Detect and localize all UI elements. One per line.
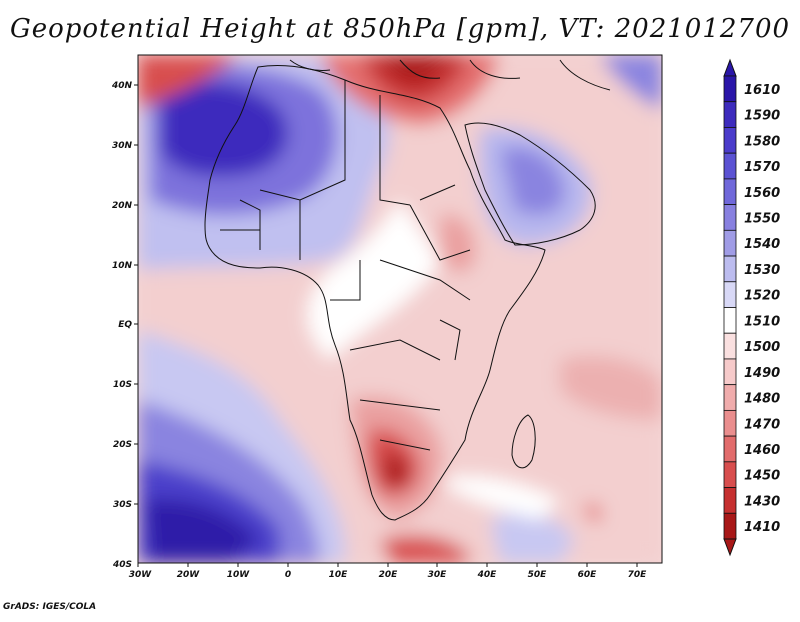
colorbar-label: 1450 bbox=[744, 469, 780, 484]
map-title: Geopotential Height at 850hPa [gpm], VT:… bbox=[9, 14, 791, 44]
lon-label: 20W bbox=[177, 570, 201, 580]
lat-label: 30S bbox=[113, 500, 132, 510]
colorbar-label: 1480 bbox=[744, 392, 780, 407]
colorbar-swatch bbox=[723, 307, 737, 334]
lon-label: 0 bbox=[285, 570, 291, 580]
colorbar-swatch bbox=[723, 101, 737, 128]
colorbar-label: 1580 bbox=[744, 134, 780, 149]
coastlines bbox=[204, 59, 611, 521]
colorbar: 1610 1590 1580 1570 1560 1550 1540 1530 1520 1510… bbox=[723, 58, 780, 557]
colorbar-label: 1550 bbox=[744, 211, 780, 226]
colorbar-label: 1540 bbox=[744, 237, 780, 252]
colorbar-swatch bbox=[723, 281, 737, 308]
colorbar-label: 1430 bbox=[744, 494, 780, 509]
lon-label: 10W bbox=[227, 570, 251, 580]
colorbar-label: 1590 bbox=[744, 109, 780, 124]
colorbar-swatch bbox=[723, 358, 737, 386]
colorbar-top-arrow bbox=[723, 58, 737, 77]
colorbar-bottom-arrow bbox=[723, 538, 737, 557]
lon-label: 20E bbox=[379, 570, 399, 580]
colorbar-swatch bbox=[723, 152, 737, 180]
geopotential-field bbox=[138, 55, 662, 563]
colorbar-swatch bbox=[723, 332, 737, 360]
colorbar-label: 1410 bbox=[744, 520, 780, 535]
colorbar-label: 1490 bbox=[744, 366, 780, 381]
lon-label: 30E bbox=[428, 570, 448, 580]
lon-label: 30W bbox=[129, 570, 153, 580]
colorbar-swatch bbox=[723, 384, 737, 411]
colorbar-swatch bbox=[723, 178, 737, 206]
colorbar-label: 1510 bbox=[744, 314, 780, 329]
lon-label: 70E bbox=[628, 570, 648, 580]
colorbar-label: 1560 bbox=[744, 186, 780, 201]
colorbar-swatch bbox=[723, 435, 737, 463]
footer-credit: GrADS: IGES/COLA bbox=[3, 602, 97, 612]
lat-label: EQ bbox=[118, 320, 132, 330]
colorbar-label: 1460 bbox=[744, 443, 780, 458]
colorbar-label: 1570 bbox=[744, 160, 780, 175]
lon-label: 60E bbox=[578, 570, 598, 580]
lat-label: 40S bbox=[112, 560, 132, 570]
lon-label: 50E bbox=[528, 570, 548, 580]
colorbar-swatch bbox=[723, 75, 737, 103]
lat-label: 30N bbox=[112, 141, 133, 151]
lon-label: 10E bbox=[329, 570, 349, 580]
lat-label: 10N bbox=[112, 261, 133, 271]
colorbar-swatch bbox=[723, 127, 737, 154]
lat-label: 40N bbox=[111, 81, 133, 91]
colorbar-swatch bbox=[723, 512, 737, 540]
colorbar-label: 1520 bbox=[744, 289, 780, 304]
colorbar-swatch bbox=[723, 461, 737, 488]
colorbar-swatch bbox=[723, 204, 737, 231]
colorbar-swatch bbox=[723, 229, 737, 257]
map-frame bbox=[137, 54, 663, 564]
colorbar-label: 1500 bbox=[744, 340, 780, 355]
lat-label: 20S bbox=[113, 440, 132, 450]
colorbar-label: 1610 bbox=[744, 83, 780, 98]
colorbar-swatch bbox=[723, 487, 737, 514]
colorbar-swatch bbox=[723, 255, 737, 283]
latitude-labels: 40N 30N 20N 10N EQ 10S 20S 30S 40S bbox=[111, 81, 133, 570]
lon-label: 40E bbox=[477, 570, 498, 580]
colorbar-label: 1530 bbox=[744, 263, 780, 278]
colorbar-label: 1470 bbox=[744, 417, 780, 432]
longitude-labels: 30W 20W 10W 0 10E 20E 30E 40E 50E 60E 70… bbox=[129, 570, 647, 580]
lat-label: 10S bbox=[113, 380, 132, 390]
colorbar-swatch bbox=[723, 409, 737, 437]
lat-label: 20N bbox=[112, 201, 133, 211]
